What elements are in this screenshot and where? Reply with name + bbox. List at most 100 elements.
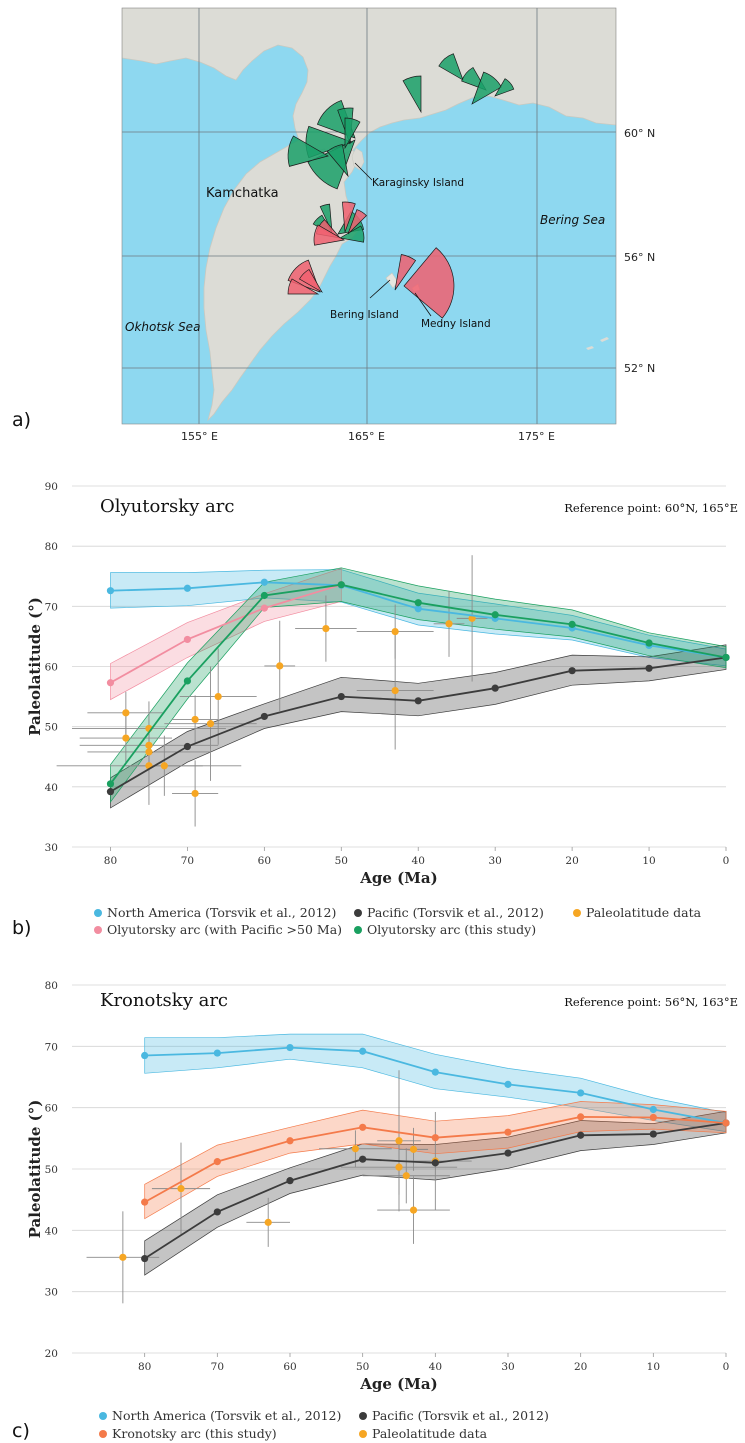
series-point [213, 1208, 221, 1216]
legend-marker [573, 909, 581, 917]
x-tick-label: 20 [574, 1361, 587, 1373]
series-point [359, 1123, 367, 1131]
y-tick-label: 70 [45, 1041, 58, 1053]
paleomag-wedge [347, 209, 367, 235]
map-panel: Kamchatka Karaginsky Island Bering Sea O… [121, 7, 655, 443]
paleolatitude-point [391, 686, 399, 695]
y-axis-label: Paleolatitude (°) [26, 1100, 44, 1239]
y-tick-label: 70 [45, 601, 58, 613]
legend-label: Kronotsky arc (this study) [112, 1426, 277, 1441]
paleomag-wedge [326, 144, 349, 178]
label-bering-sea: Bering Sea [540, 213, 605, 227]
paleolatitude-point [409, 1145, 418, 1153]
paleomag-wedge [313, 224, 346, 246]
x-tick-label: 10 [642, 855, 655, 867]
y-tick-label: 50 [45, 1164, 58, 1176]
x-tick-label: 70 [211, 1361, 224, 1373]
paleolatitude-point [145, 748, 153, 756]
legend-marker [94, 926, 102, 934]
series-point [722, 1119, 730, 1127]
paleolatitude-point [122, 709, 130, 717]
series-point [491, 684, 499, 692]
series-point [414, 605, 422, 613]
x-tick-label: 60 [258, 855, 271, 867]
series-point [649, 1105, 657, 1114]
series-point [577, 1131, 585, 1139]
y-tick-label: 90 [45, 481, 58, 493]
y-tick-label: 30 [45, 1287, 58, 1299]
series-point [431, 1159, 439, 1167]
paleomag-wedge [438, 53, 464, 81]
series-point [141, 1051, 149, 1060]
legend-marker [99, 1412, 107, 1420]
series-point [183, 584, 192, 592]
paleolatitude-point [322, 624, 330, 633]
x-tick-label: 40 [412, 855, 425, 867]
y-tick-label: 80 [45, 541, 58, 553]
paleolatitude-point [191, 715, 199, 724]
paleolatitude-point [122, 734, 130, 742]
series-point [141, 1198, 149, 1206]
paleolatitude-point [206, 720, 215, 728]
legend-marker [354, 909, 362, 917]
series-point [337, 581, 345, 589]
reference-point-note: Reference point: 60°N, 165°E [564, 501, 738, 515]
legend-marker [359, 1430, 367, 1438]
legend-label: Olyutorsky arc (with Pacific >50 Ma) [107, 922, 342, 937]
legend-label: Paleolatitude data [372, 1426, 488, 1441]
paleolatitude-point [160, 762, 168, 770]
lat-label-60: 60° N [624, 127, 655, 140]
y-tick-label: 20 [45, 1348, 58, 1360]
series-point [722, 653, 730, 662]
series-point [286, 1137, 294, 1145]
x-tick-label: 10 [647, 1361, 660, 1373]
lat-label-52: 52° N [624, 362, 655, 375]
series-point [504, 1149, 512, 1157]
x-tick-label: 50 [356, 1361, 369, 1373]
legend-marker [354, 926, 362, 934]
series-point [649, 1113, 657, 1122]
paleolatitude-point [119, 1253, 127, 1261]
chart-olyutorsky: 30 40 50 60 70 80 90 80 70 60 50 40 30 20 10 0 Age (Ma) P… [26, 481, 738, 937]
x-tick-label: 30 [501, 1361, 514, 1373]
x-tick-label: 50 [335, 855, 348, 867]
series-point [106, 679, 115, 687]
x-tick-label: 60 [283, 1361, 296, 1373]
reference-point-note: Reference point: 56°N, 163°E [564, 995, 738, 1009]
x-tick-label: 80 [138, 1361, 151, 1373]
land-karaginsky [351, 147, 365, 171]
x-axis-label: Age (Ma) [359, 1375, 437, 1393]
series-point [213, 1158, 221, 1166]
series-point [359, 1047, 367, 1055]
paleolatitude-point [402, 1172, 410, 1180]
lon-label-165: 165° E [348, 430, 385, 443]
series-point [645, 664, 653, 672]
series-point [183, 635, 192, 644]
legend-label: North America (Torsvik et al., 2012) [107, 905, 336, 920]
paleolatitude-point [395, 1137, 403, 1145]
series-point [359, 1155, 367, 1163]
legend-label: Olyutorsky arc (this study) [367, 922, 536, 937]
series-point [106, 780, 115, 788]
series-point [568, 620, 576, 628]
y-tick-label: 40 [45, 782, 58, 794]
series-point [649, 1130, 657, 1138]
lat-label-56: 56° N [624, 251, 655, 264]
series-line [110, 583, 342, 684]
confidence-band [144, 1101, 727, 1220]
chart-title: Olyutorsky arc [100, 496, 234, 517]
series-point [183, 677, 192, 685]
paleomag-wedge [287, 135, 329, 167]
paleolatitude-point [276, 662, 284, 670]
series-point [286, 1043, 294, 1052]
y-tick-label: 50 [45, 722, 58, 734]
lon-label-155: 155° E [181, 430, 218, 443]
paleomag-wedges [287, 53, 515, 319]
series-point [106, 788, 115, 796]
label-bering-island: Bering Island [330, 309, 399, 321]
series-point [568, 667, 576, 675]
paleolatitude-point [445, 620, 453, 628]
y-tick-label: 60 [45, 1103, 58, 1115]
confidence-band [110, 644, 727, 809]
series-point [213, 1049, 221, 1057]
